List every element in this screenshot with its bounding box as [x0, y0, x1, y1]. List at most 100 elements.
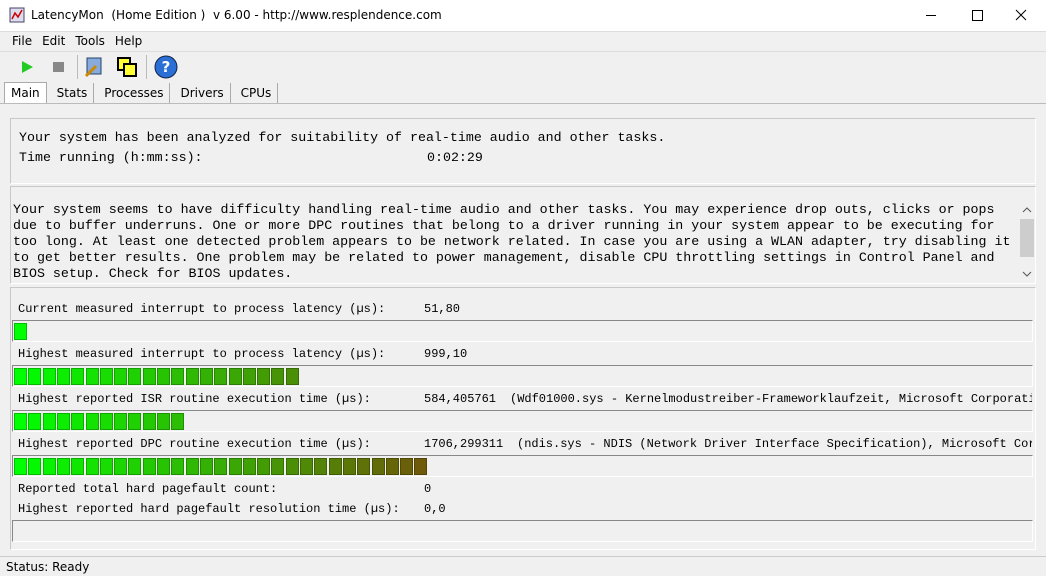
bar-block [114, 413, 128, 430]
bar-block [199, 368, 213, 385]
window-title: LatencyMon (Home Edition ) v 6.00 - http… [31, 8, 442, 22]
bar-block [114, 458, 128, 475]
bar-block [28, 458, 42, 475]
bar-block [14, 413, 27, 430]
bar-block [214, 368, 228, 385]
metric-label: Current measured interrupt to process la… [18, 302, 386, 316]
stop-button[interactable] [45, 54, 71, 80]
bar-block [28, 413, 42, 430]
latency-bar [12, 320, 1033, 342]
time-value: 0:02:29 [427, 150, 483, 165]
bar-block [171, 368, 185, 385]
latency-bar [12, 455, 1033, 477]
help-button[interactable]: ? [153, 54, 179, 80]
bar-block [414, 458, 428, 475]
tab[interactable]: Processes [98, 83, 171, 103]
metric-label: Highest reported hard pagefault resoluti… [18, 502, 400, 516]
title-bar [0, 0, 1046, 31]
status-text: Status: Ready [6, 560, 90, 574]
message-line: to get better results. One problem may b… [13, 250, 995, 265]
bar-block [42, 458, 56, 475]
start-button[interactable] [14, 54, 40, 80]
menu-item[interactable]: Help [114, 34, 143, 48]
bar-block [257, 368, 271, 385]
bar-block [85, 368, 99, 385]
bar-block [56, 413, 70, 430]
message-panel [10, 186, 1036, 284]
metric-value: 999,10 [424, 347, 468, 361]
bar-block [99, 413, 113, 430]
tab[interactable]: CPUs [235, 83, 279, 103]
bar-block [242, 368, 256, 385]
bar-block [257, 458, 271, 475]
bar-block [285, 458, 299, 475]
bar-block [328, 458, 342, 475]
metric-value: 51,80 [424, 302, 461, 316]
summary-panel [10, 118, 1036, 184]
metric-value: 0,0 [424, 502, 446, 516]
bar-block [228, 368, 242, 385]
metric-label: Highest reported ISR routine execution t… [18, 392, 371, 406]
bar-block [214, 458, 228, 475]
bar-block [99, 458, 113, 475]
bar-block [400, 458, 414, 475]
bar-block [171, 413, 185, 430]
bar-block [42, 368, 56, 385]
bar-block [342, 458, 356, 475]
bar-block [71, 368, 85, 385]
bar-block [157, 458, 170, 475]
tab[interactable]: Stats [51, 83, 95, 103]
bar-block [14, 323, 27, 340]
tab[interactable]: Drivers [174, 83, 231, 103]
windows-button[interactable] [114, 54, 140, 80]
bar-block [56, 368, 70, 385]
bar-block [157, 413, 170, 430]
bar-block [142, 413, 156, 430]
scrollbar[interactable] [1019, 202, 1035, 282]
metric-label: Highest reported DPC routine execution t… [18, 437, 371, 451]
bar-block [285, 368, 299, 385]
bar-block [71, 413, 85, 430]
bar-block [14, 368, 27, 385]
bar-block [42, 413, 56, 430]
time-label: Time running (h:mm:ss): [19, 150, 203, 165]
bar-block [128, 413, 142, 430]
bar-block [28, 368, 42, 385]
menu-item[interactable]: File [12, 34, 33, 48]
bar-block [128, 458, 142, 475]
latency-bar [12, 365, 1033, 387]
latency-bar [12, 410, 1033, 432]
bar-block [314, 458, 328, 475]
summary-line: Your system has been analyzed for suitab… [19, 130, 666, 145]
bar-block [14, 458, 27, 475]
bar-block [228, 458, 242, 475]
bar-block [271, 458, 285, 475]
message-line: due to buffer underruns. One or more DPC… [13, 218, 995, 233]
tab[interactable]: Main [4, 82, 47, 103]
bar-block [171, 458, 185, 475]
metric-detail: (ndis.sys - NDIS (Network Driver Interfa… [517, 437, 1032, 451]
bar-block [371, 458, 385, 475]
metric-label: Reported total hard pagefault count: [18, 482, 278, 496]
bar-block [85, 413, 99, 430]
window-controls[interactable] [900, 0, 1046, 31]
bar-block [185, 368, 199, 385]
bar-block [357, 458, 371, 475]
menu-item[interactable]: Tools [75, 34, 105, 48]
message-line: too long. At least one detected problem … [13, 234, 1011, 249]
bar-block [85, 458, 99, 475]
bar-block [385, 458, 399, 475]
bar-block [71, 458, 85, 475]
bar-block [56, 458, 70, 475]
drivers-tool-button[interactable] [82, 54, 108, 80]
metric-detail: (Wdf01000.sys - Kernelmodustreiber-Frame… [510, 392, 1032, 406]
bar-block [157, 368, 170, 385]
svg-text:?: ? [162, 58, 171, 76]
app-icon [9, 7, 25, 23]
bar-block [128, 368, 142, 385]
bar-block [142, 368, 156, 385]
metric-value: 0 [424, 482, 432, 496]
bar-block [199, 458, 213, 475]
menu-item[interactable]: Edit [42, 34, 66, 48]
